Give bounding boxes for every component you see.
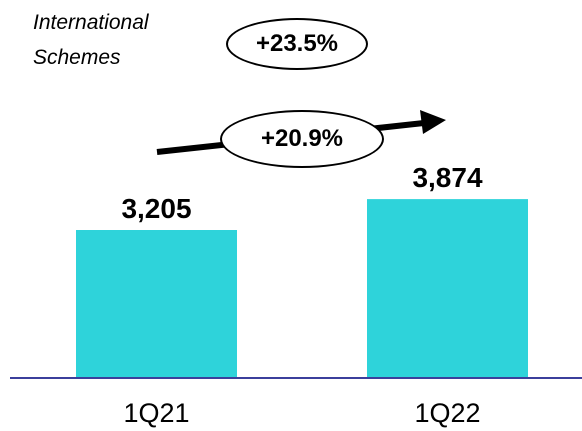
growth-change-badge: +20.9%: [220, 110, 384, 168]
subtitle-line-2: Schemes: [33, 46, 121, 69]
x-tick-label-1q22: 1Q22: [414, 398, 480, 428]
bar-1q22: [367, 199, 528, 378]
bar-1q21: [76, 230, 237, 378]
data-label-1q21: 3,205: [121, 193, 191, 224]
subtitle-line-1: International: [33, 11, 149, 34]
growth-arrow-head: [420, 110, 446, 134]
total-change-badge: +23.5%: [226, 18, 368, 70]
x-tick-label-1q21: 1Q21: [123, 398, 189, 428]
data-label-1q22: 3,874: [412, 162, 482, 193]
